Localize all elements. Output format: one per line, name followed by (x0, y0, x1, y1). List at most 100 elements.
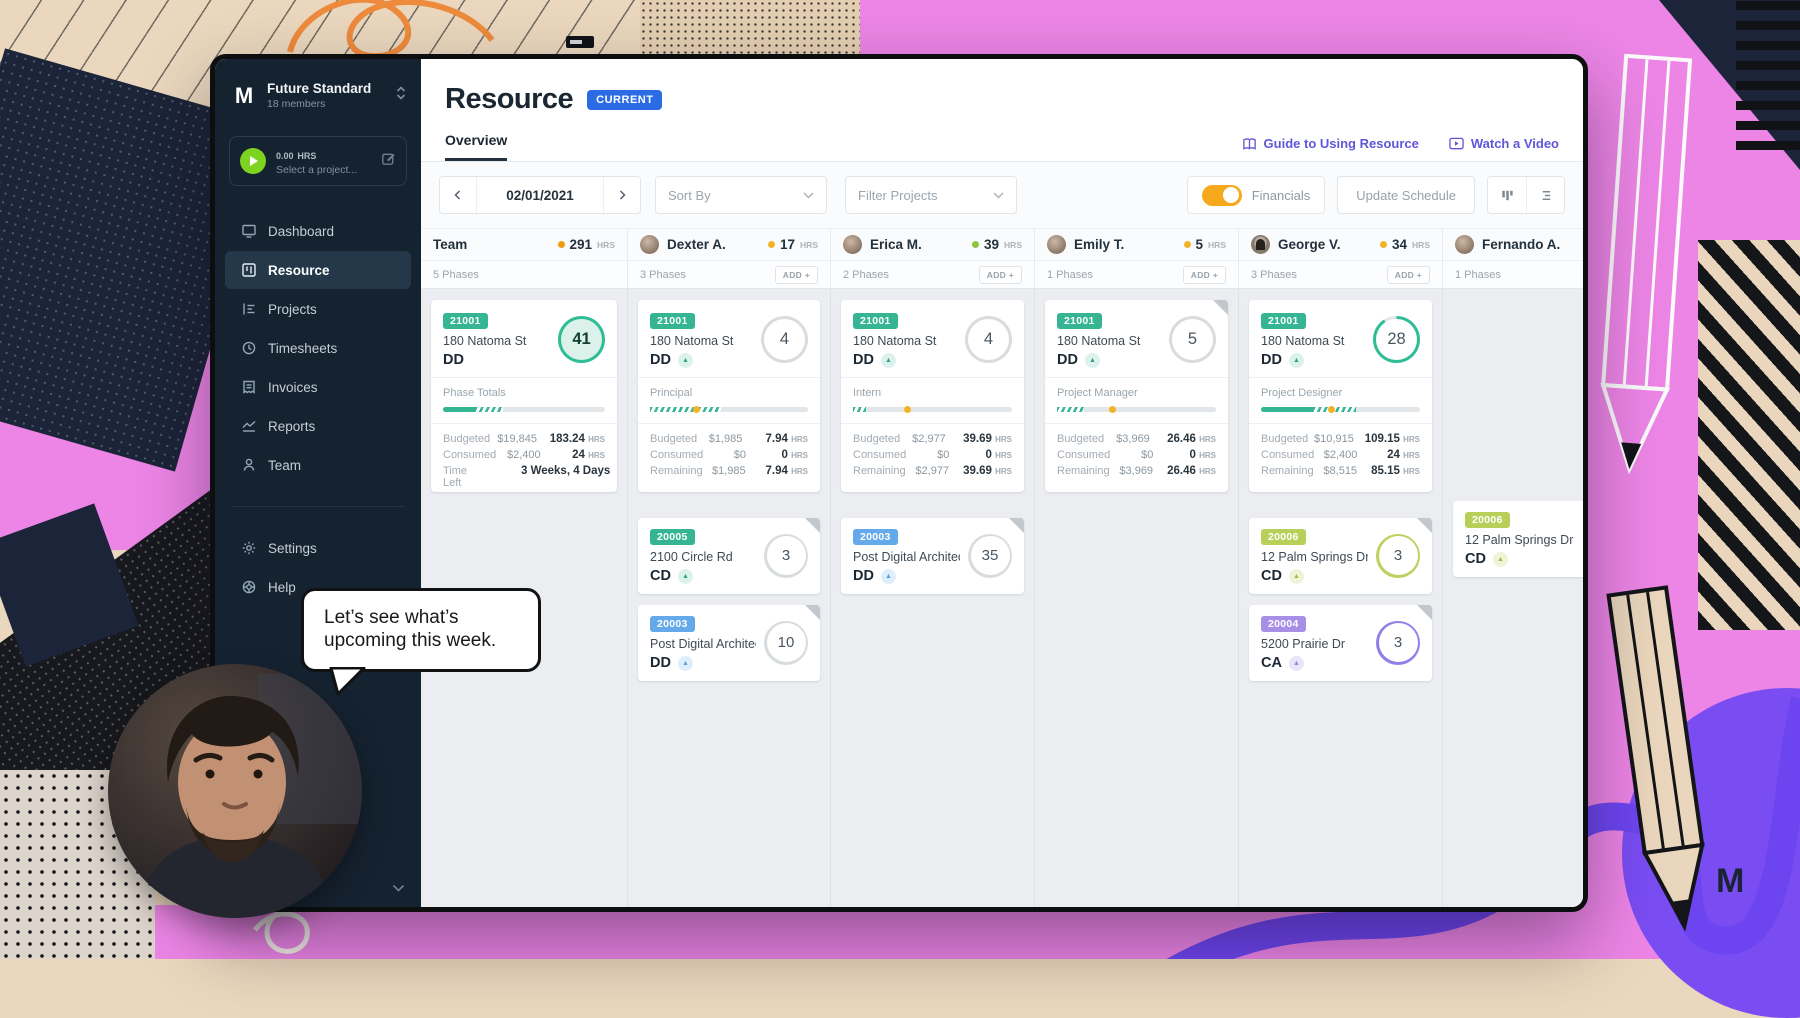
fin-hours: 3 Weeks, 4 Days (521, 465, 610, 477)
timer-widget[interactable]: 0.00 HRS Select a project... (229, 136, 407, 186)
guide-link-label: Guide to Using Resource (1264, 136, 1419, 151)
add-phase-button[interactable]: ADD + (1387, 266, 1430, 284)
next-date-button[interactable] (604, 177, 640, 213)
hours-unit: HRS (597, 240, 615, 250)
progress-bar (1057, 407, 1216, 412)
fin-hours: 26.46 (1167, 465, 1196, 477)
stage-triangle-icon: ▲ (1289, 353, 1304, 368)
workspace-switcher[interactable]: M Future Standard 18 members (215, 59, 421, 110)
project-card[interactable]: 21001 180 Natoma St DD▲ 28 Project Desig… (1249, 300, 1432, 492)
fin-hours: 39.69 (963, 465, 992, 477)
hours-unit: HRS (1208, 240, 1226, 250)
book-icon (1242, 137, 1257, 151)
fin-label: Consumed (1057, 449, 1110, 461)
add-phase-button[interactable]: ADD + (775, 266, 818, 284)
project-card[interactable]: 20003 Post Digital Architect... DD▲ 35 (841, 518, 1024, 594)
prev-date-button[interactable] (440, 177, 476, 213)
bar-pattern (1736, 0, 1800, 150)
column-view-icon[interactable] (1488, 177, 1526, 213)
avatar (1455, 235, 1474, 254)
chevron-updown-icon[interactable] (395, 86, 407, 105)
fin-label: Budgeted (853, 433, 900, 445)
sidebar-item-invoices[interactable]: Invoices (225, 368, 411, 406)
project-code-badge: 20003 (853, 529, 898, 545)
edit-icon[interactable] (381, 151, 396, 171)
video-icon (1449, 137, 1464, 150)
progress-bar (1261, 407, 1420, 412)
fin-unit: HRS (1199, 451, 1216, 460)
phase-stage: DD (853, 352, 874, 368)
hours-ring: 3 (764, 534, 808, 578)
section-label: Phase Totals (443, 387, 605, 399)
sidebar-item-team[interactable]: Team (225, 446, 411, 484)
stage-triangle-icon: ▲ (1493, 552, 1508, 567)
sort-by-select[interactable]: Sort By (655, 176, 827, 214)
fin-hours: 24 (1387, 449, 1400, 461)
project-card[interactable]: 20003 Post Digital Architect... DD▲ 10 (638, 605, 820, 681)
sidebar-item-timesheets[interactable]: Timesheets (225, 329, 411, 367)
project-card[interactable]: 21001 180 Natoma St DD▲ 4 Principal (638, 300, 820, 492)
phase-stage: CD (1465, 551, 1486, 567)
sidebar-item-dashboard[interactable]: Dashboard (225, 212, 411, 250)
fin-unit: HRS (1403, 467, 1420, 476)
watch-video-link[interactable]: Watch a Video (1449, 136, 1559, 151)
sidebar-item-projects[interactable]: Projects (225, 290, 411, 328)
nav-label: Timesheets (268, 341, 337, 356)
lane-erica: 21001 180 Natoma St DD▲ 4 Intern (831, 289, 1035, 907)
phases-count: 3 Phases (640, 269, 686, 281)
project-name: 180 Natoma St (1261, 334, 1365, 348)
guide-link[interactable]: Guide to Using Resource (1242, 136, 1419, 151)
date-value[interactable]: 02/01/2021 (476, 177, 604, 213)
workspace-name: Future Standard (267, 81, 371, 96)
column-name: Fernando A. (1482, 237, 1560, 252)
fin-unit: HRS (791, 435, 808, 444)
project-card[interactable]: 20006 12 Palm Springs Dr CD▲ 3 (1249, 518, 1432, 594)
fin-money: $2,977 (900, 433, 946, 445)
hours-value: 34 (1392, 237, 1407, 252)
financials-toggle[interactable] (1202, 185, 1242, 206)
project-card[interactable]: 21001 180 Natoma St DD▲ 4 Intern (841, 300, 1024, 492)
speech-text: Let’s see what’s upcoming this week. (324, 607, 496, 651)
hours-ring: 35 (968, 534, 1012, 578)
fin-money: $0 (906, 449, 949, 461)
add-phase-button[interactable]: ADD + (1183, 266, 1226, 284)
hours-dot (768, 241, 775, 248)
project-card[interactable]: 20006 12 Palm Springs Dr CD▲ (1453, 501, 1588, 577)
update-schedule-button[interactable]: Update Schedule (1337, 176, 1475, 214)
app-window: M Future Standard 18 members 0.00 HRS Se… (210, 54, 1588, 912)
fin-unit: HRS (995, 467, 1012, 476)
list-view-icon[interactable] (1526, 177, 1564, 213)
nav-label: Reports (268, 419, 315, 434)
fin-unit: HRS (791, 451, 808, 460)
hours-dot (1184, 241, 1191, 248)
filter-projects-select[interactable]: Filter Projects (845, 176, 1017, 214)
project-card[interactable]: 21001 180 Natoma St DD 41 Phase Totals (431, 300, 617, 492)
project-card[interactable]: 21001 180 Natoma St DD▲ 5 Project Manage… (1045, 300, 1228, 492)
column-name: Dexter A. (667, 237, 726, 252)
fin-money: $2,400 (1314, 449, 1357, 461)
fin-unit: HRS (995, 435, 1012, 444)
project-card[interactable]: 20005 2100 Circle Rd CD▲ 3 (638, 518, 820, 594)
sidebar-item-resource[interactable]: Resource (225, 251, 411, 289)
project-code-badge: 20006 (1465, 512, 1510, 528)
cards-area: 21001 180 Natoma St DD 41 Phase Totals (421, 289, 1583, 907)
project-name: 2100 Circle Rd (650, 550, 756, 564)
play-icon[interactable] (240, 148, 266, 174)
chevron-down-icon[interactable] (392, 879, 405, 897)
hours-value: 17 (780, 237, 795, 252)
view-switcher (1487, 176, 1565, 214)
project-card[interactable]: 20004 5200 Prairie Dr CA▲ 3 (1249, 605, 1432, 681)
fin-money: $1,985 (697, 433, 742, 445)
add-phase-button[interactable]: ADD + (979, 266, 1022, 284)
phase-stage: CD (650, 568, 671, 584)
hours-ring: 41 (558, 316, 605, 363)
hours-unit: HRS (1004, 240, 1022, 250)
sidebar-item-reports[interactable]: Reports (225, 407, 411, 445)
sidebar-item-settings[interactable]: Settings (225, 529, 411, 567)
phase-stage: DD (650, 655, 671, 671)
tab-overview[interactable]: Overview (445, 132, 507, 161)
fin-money: $1,985 (703, 465, 746, 477)
